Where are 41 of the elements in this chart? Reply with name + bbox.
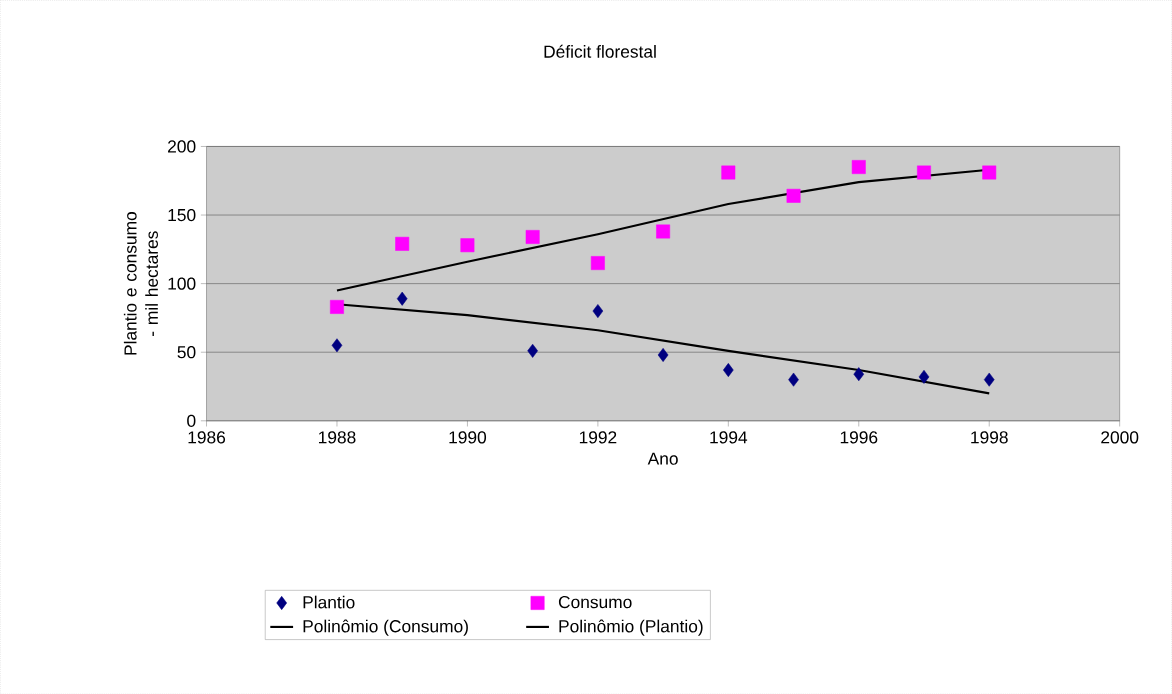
point [590, 255, 605, 270]
point [982, 165, 997, 180]
legend-label: Consumo [558, 595, 632, 608]
y-tick-label: 0 [187, 414, 196, 427]
point [330, 299, 344, 314]
x-tick-label: 1986 [188, 431, 226, 444]
point [396, 291, 408, 306]
x-axis-title: Ano [647, 452, 678, 465]
point [917, 165, 931, 180]
point [786, 188, 801, 203]
point [788, 372, 799, 387]
point [657, 347, 669, 362]
legend-label: Polinômio (Plantio) [559, 619, 703, 636]
y-axis-title: Plantio e consumo - mil hectares [123, 211, 158, 355]
x-tick-label: 1988 [318, 431, 356, 444]
point [983, 372, 995, 387]
x-tick-label: 1992 [579, 431, 617, 444]
point [721, 165, 736, 180]
y-tick-label: 150 [168, 208, 196, 221]
point [918, 369, 930, 384]
x-tick-label: 1998 [971, 431, 1008, 444]
x-tick-label: 1996 [840, 431, 878, 444]
point [331, 338, 343, 353]
x-tick-label: 1994 [710, 431, 748, 444]
chart-title: Déficit florestal [544, 44, 656, 58]
point [851, 159, 866, 174]
y-tick-label: 100 [168, 277, 196, 290]
point [395, 236, 410, 251]
point [656, 224, 671, 239]
point [592, 303, 604, 318]
x-tick-label: 2000 [1101, 431, 1139, 444]
x-tick-label: 1990 [449, 431, 487, 444]
legend-label: Polinômio (Consumo) [303, 619, 468, 636]
point [525, 229, 540, 244]
point [460, 238, 475, 252]
point [527, 343, 538, 358]
y-tick-label: 200 [168, 140, 196, 153]
point [723, 362, 734, 377]
legend-label: Plantio [303, 595, 355, 609]
point [853, 367, 865, 381]
y-tick-label: 50 [177, 345, 196, 359]
